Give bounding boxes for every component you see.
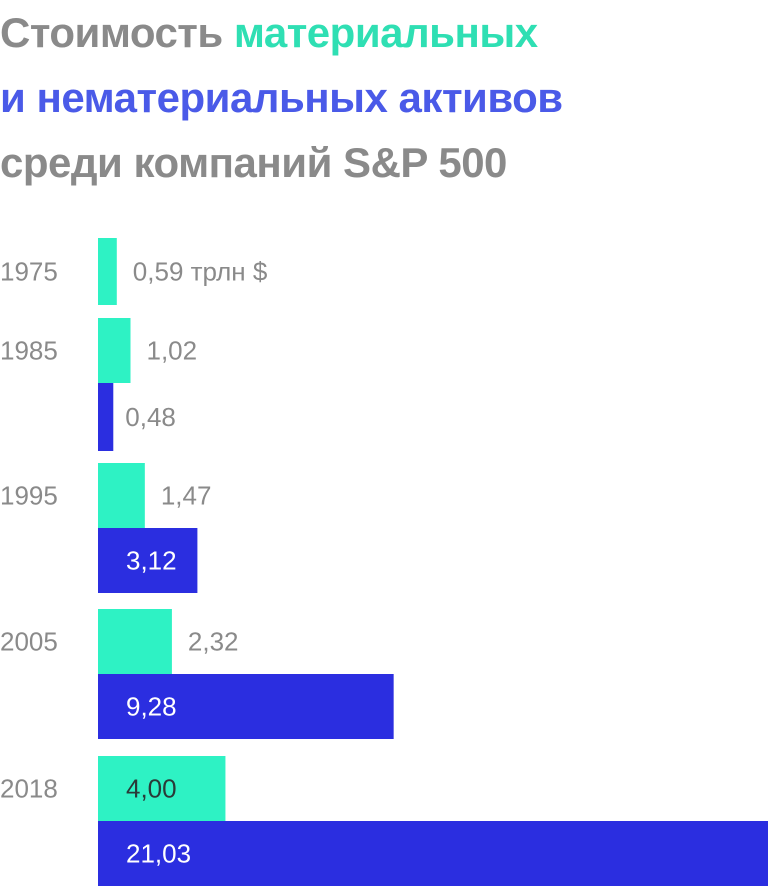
label-material-1995: 1,47	[161, 481, 212, 511]
label-material-2018: 4,00	[126, 774, 177, 804]
title-line-2: и нематериальных активов	[0, 74, 563, 121]
title-line-3: среди компаний S&P 500	[0, 139, 507, 186]
label-material-2005: 2,32	[188, 627, 239, 657]
bar-material-2005	[98, 609, 172, 674]
year-label-2005: 2005	[0, 627, 58, 657]
label-material-1975: 0,59 трлн $	[133, 257, 268, 287]
title-line-1: Стоимость материальных	[0, 0, 768, 65]
bar-material-1995	[98, 463, 145, 528]
bar-intangible-1985	[98, 383, 114, 451]
title-material-highlight: материальных	[233, 9, 538, 56]
label-intangible-1985: 0,48	[125, 402, 176, 432]
title-prefix: Стоимость	[0, 9, 234, 56]
bar-intangible-2005	[98, 674, 394, 739]
bar-material-2018	[98, 756, 226, 821]
bar-intangible-2018	[98, 821, 768, 886]
label-intangible-2005: 9,28	[126, 692, 177, 722]
year-label-2018: 2018	[0, 774, 58, 804]
year-label-1975: 1975	[0, 257, 58, 287]
label-material-1985: 1,02	[146, 336, 197, 366]
chart-title: Стоимость материальных и нематериальных …	[0, 0, 768, 195]
year-label-1995: 1995	[0, 481, 58, 511]
bar-material-1975	[98, 238, 117, 305]
bar-intangible-1995	[98, 528, 198, 593]
bar-material-1985	[98, 318, 131, 383]
label-intangible-2018: 21,03	[126, 839, 191, 869]
label-intangible-1995: 3,12	[126, 546, 177, 576]
year-label-1985: 1985	[0, 336, 58, 366]
